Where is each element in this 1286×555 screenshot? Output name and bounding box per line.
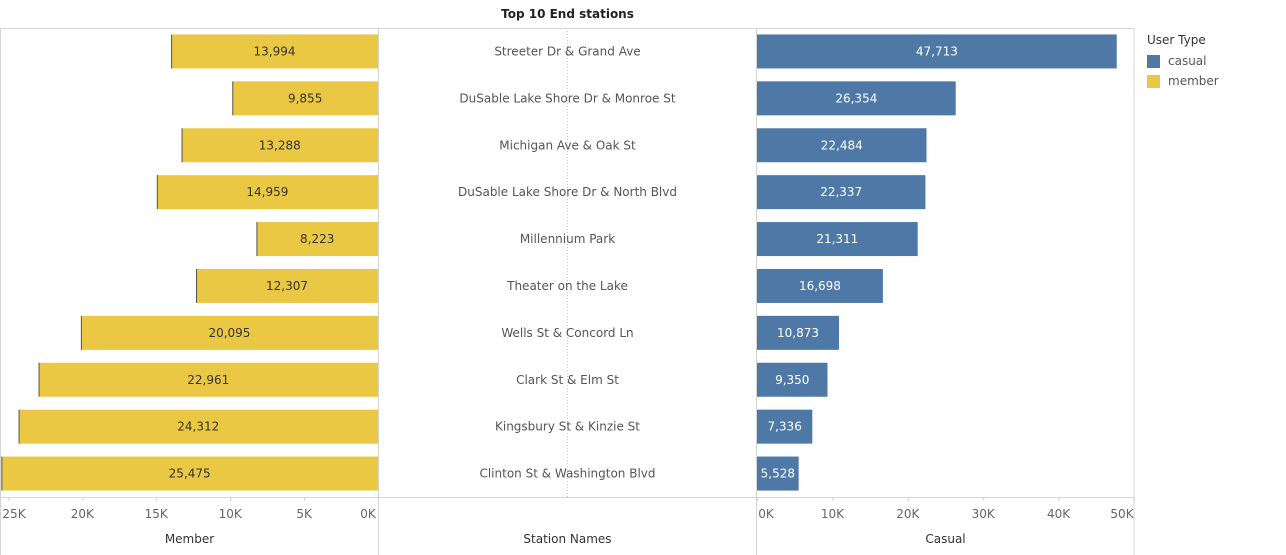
casual-data-label: 47,713 (916, 44, 958, 58)
chart-title: Top 10 End stations (501, 7, 634, 21)
legend-item-casual[interactable]: casual (1147, 51, 1219, 71)
member-data-label: 13,288 (259, 138, 301, 152)
casual-bar (757, 409, 813, 444)
station-name-label: Kingsbury St & Kinzie St (495, 420, 640, 434)
station-name-label: Theater on the Lake (506, 279, 628, 293)
station-name-label: DuSable Lake Shore Dr & North Blvd (458, 185, 677, 199)
legend-title: User Type (1147, 33, 1206, 47)
member-bar (156, 175, 378, 210)
station-axis-title: Station Names (523, 532, 611, 546)
casual-tick-label: 20K (896, 507, 920, 521)
station-name-label: Clinton St & Washington Blvd (479, 467, 655, 481)
station-name-label: Millennium Park (520, 232, 615, 246)
station-name-label: DuSable Lake Shore Dr & Monroe St (459, 91, 675, 105)
legend-swatch-member (1147, 74, 1160, 88)
member-bar (80, 315, 379, 350)
casual-bar (757, 268, 883, 303)
casual-bar (757, 81, 956, 116)
member-bar (38, 362, 378, 397)
casual-tick-label: 30K (972, 507, 996, 521)
casual-data-label: 26,354 (835, 91, 877, 105)
member-bar (18, 409, 379, 444)
casual-tick-label: 10K (821, 507, 845, 521)
casual-bar (757, 175, 926, 210)
member-bar (1, 456, 379, 491)
member-tick-label: 25K (2, 507, 26, 521)
casual-bar (757, 362, 828, 397)
member-tick-label: 10K (219, 507, 243, 521)
member-bar (181, 128, 378, 163)
member-data-label: 22,961 (187, 373, 229, 387)
member-data-label: 24,312 (177, 420, 219, 434)
member-data-label: 20,095 (208, 326, 250, 340)
member-tick-label: 20K (71, 507, 95, 521)
member-data-label: 13,994 (254, 44, 296, 58)
casual-data-label: 10,873 (777, 326, 819, 340)
casual-bar (757, 222, 918, 257)
station-name-label: Streeter Dr & Grand Ave (494, 44, 640, 58)
casual-bar (757, 456, 799, 491)
member-data-label: 9,855 (288, 91, 322, 105)
member-bar (196, 268, 378, 303)
member-data-label: 25,475 (169, 467, 211, 481)
casual-bar (757, 34, 1117, 69)
member-data-label: 8,223 (300, 232, 334, 246)
casual-tick-label: 40K (1047, 507, 1071, 521)
member-data-label: 12,307 (266, 279, 308, 293)
casual-data-label: 22,337 (820, 185, 862, 199)
casual-data-label: 22,484 (821, 138, 863, 152)
legend-label-casual: casual (1168, 54, 1207, 68)
casual-data-label: 7,336 (767, 420, 801, 434)
casual-tick-label: 0K (758, 507, 775, 521)
legend: User Type casual member (1147, 33, 1219, 91)
bar-chart: 13,994 Streeter Dr & Grand Ave 47,713 9,855… (0, 28, 1135, 555)
member-tick-label: 15K (145, 507, 169, 521)
casual-data-label: 5,528 (761, 467, 795, 481)
casual-data-label: 21,311 (816, 232, 858, 246)
station-name-label: Wells St & Concord Ln (501, 326, 633, 340)
member-bar (256, 222, 378, 257)
member-tick-label: 5K (296, 507, 313, 521)
station-name-label: Clark St & Elm St (516, 373, 619, 387)
casual-tick-label: 50K (1110, 507, 1134, 521)
casual-bar (757, 128, 927, 163)
casual-axis-title: Casual (925, 532, 965, 546)
legend-swatch-casual (1147, 54, 1160, 68)
legend-label-member: member (1168, 74, 1219, 88)
casual-bar (757, 315, 839, 350)
station-name-label: Michigan Ave & Oak St (499, 138, 636, 152)
legend-item-member[interactable]: member (1147, 71, 1219, 91)
member-axis-title: Member (165, 532, 214, 546)
member-bar (232, 81, 378, 116)
member-data-label: 14,959 (246, 185, 288, 199)
member-bar (171, 34, 378, 69)
casual-data-label: 16,698 (799, 279, 841, 293)
member-tick-label: 0K (360, 507, 377, 521)
casual-data-label: 9,350 (775, 373, 809, 387)
